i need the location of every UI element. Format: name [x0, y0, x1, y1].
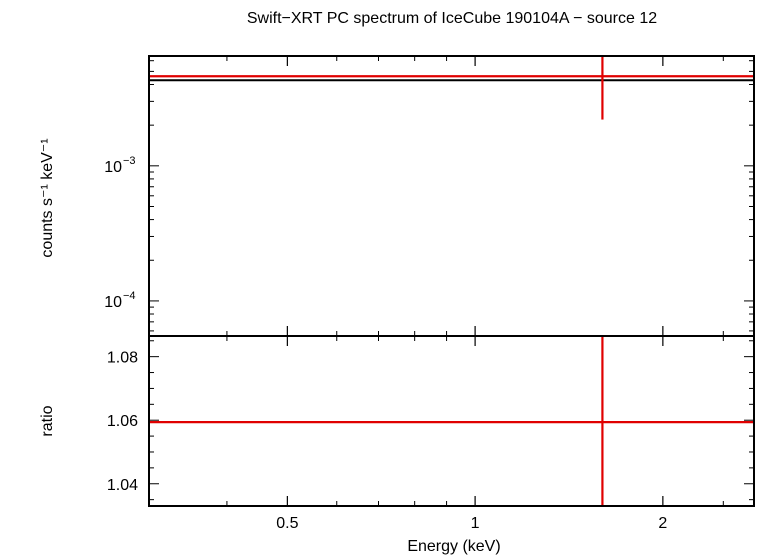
x-tick-label: 1	[471, 515, 480, 532]
x-axis-label: Energy (keV)	[407, 538, 500, 555]
chart-title: Swift−XRT PC spectrum of IceCube 190104A…	[247, 10, 657, 27]
spectrum-y-tick-label: 10	[104, 294, 122, 311]
ratio-y-tick-label: 1.06	[107, 413, 138, 430]
spectrum-y-tick-label: 10	[104, 159, 122, 176]
x-tick-label: 0.5	[276, 515, 298, 532]
spectrum-y-tick-label-exponent: −4	[123, 290, 136, 302]
ratio-y-tick-label: 1.08	[107, 350, 138, 367]
x-tick-label: 2	[658, 515, 667, 532]
ratio-frame	[148, 335, 755, 507]
spectrum-y-axis-label: counts s⁻¹ keV⁻¹	[39, 138, 56, 257]
ratio-panel: 1.04 1.06 1.08 0.5 1 2	[107, 335, 755, 532]
ratio-y-tick-label: 1.04	[107, 477, 138, 494]
spectrum-panel: 10−310−4	[104, 55, 755, 337]
spectrum-y-tick-label-exponent: −3	[123, 155, 136, 167]
spectrum-frame	[148, 55, 755, 337]
ratio-y-axis-label: ratio	[39, 405, 56, 436]
